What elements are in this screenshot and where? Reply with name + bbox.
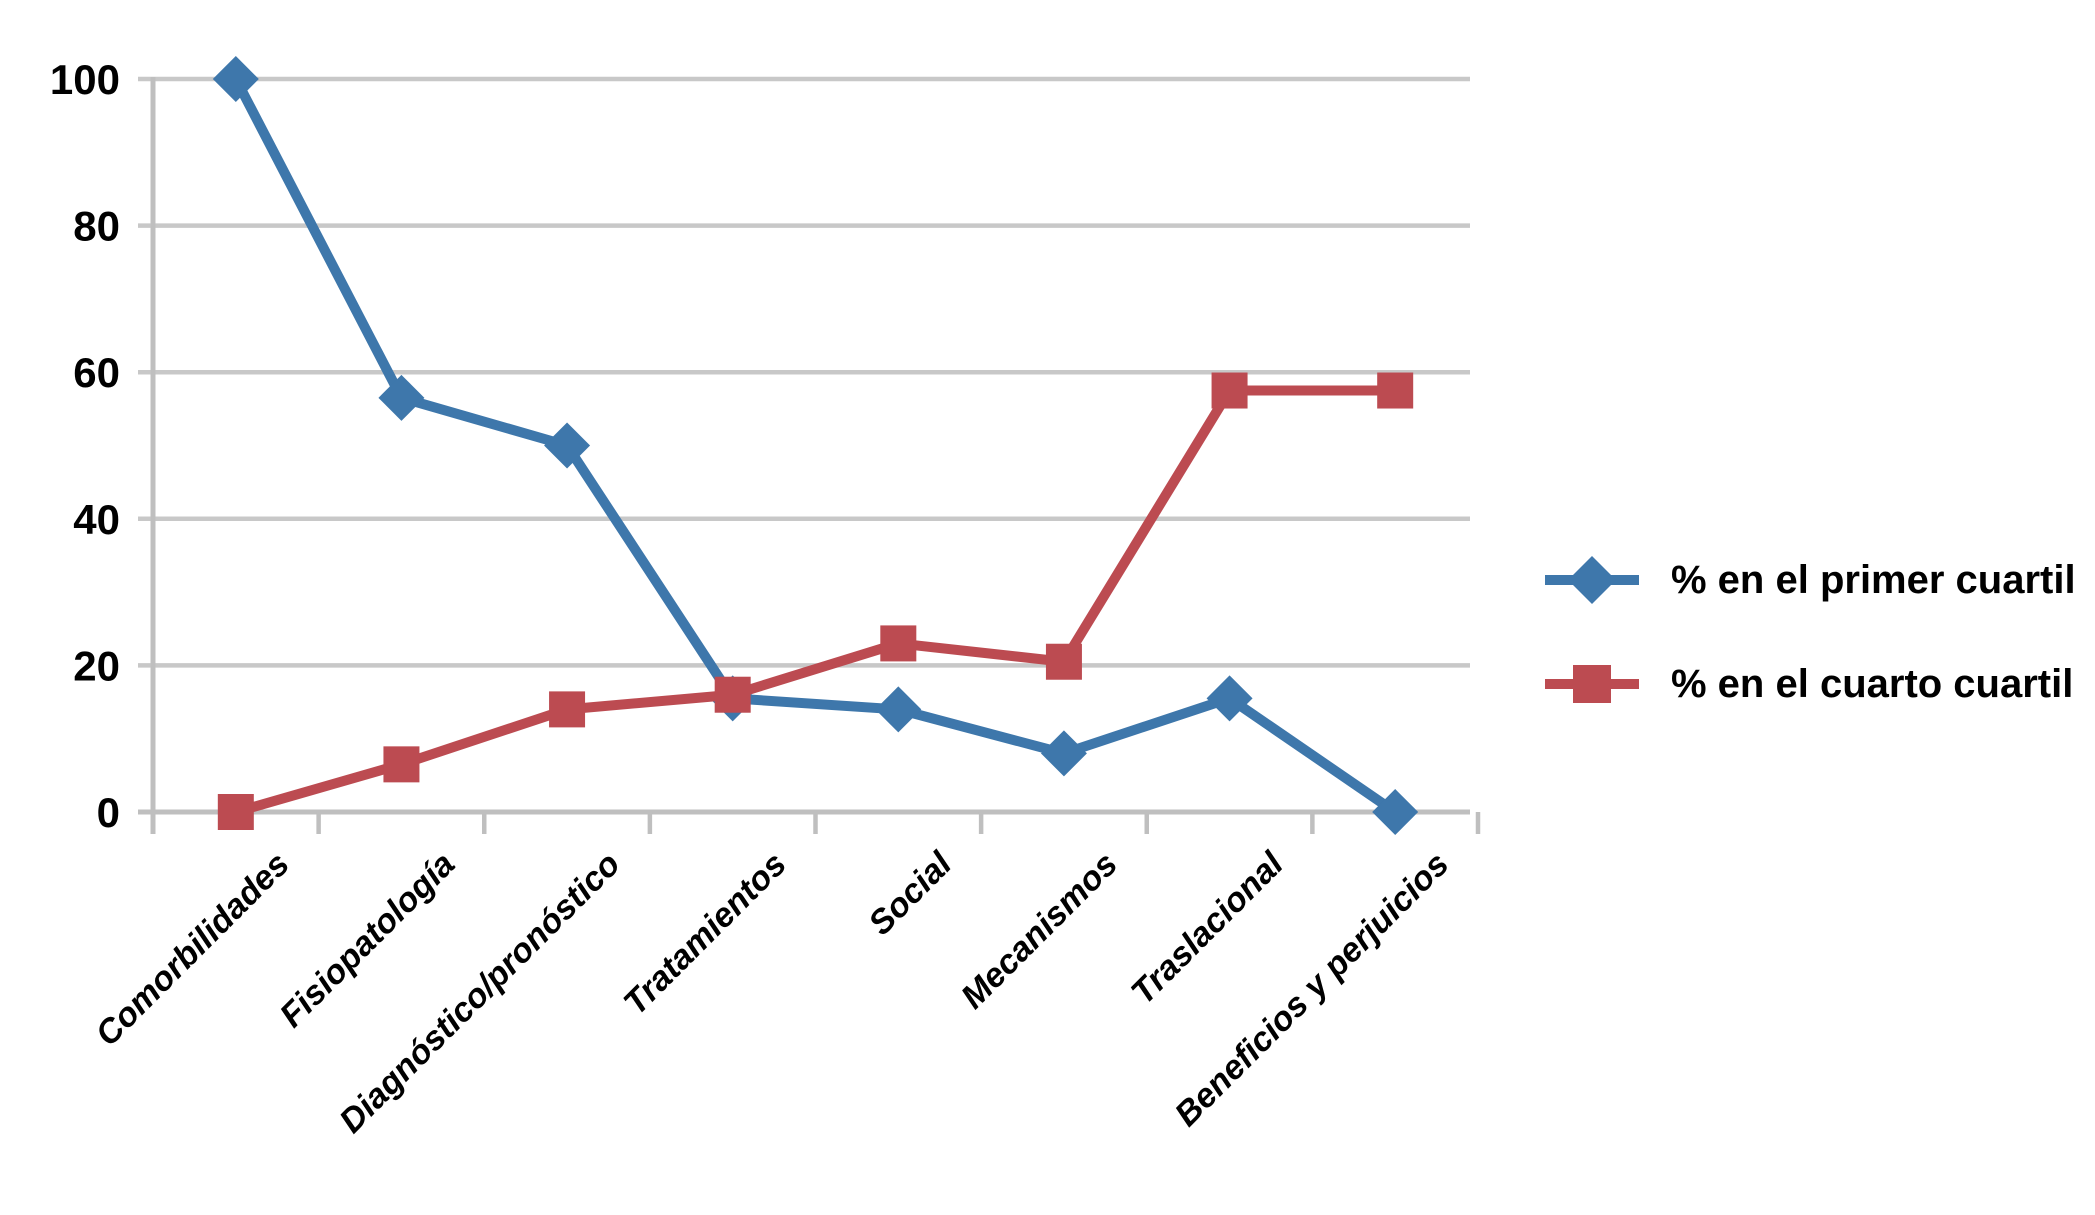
marker-primer-cuartil-5 [1040, 730, 1087, 777]
marker-primer-cuartil-4 [875, 686, 922, 733]
marker-cuarto-cuartil-1 [383, 746, 420, 783]
legend-diamond-marker-icon [1545, 556, 1639, 604]
marker-primer-cuartil-6 [1206, 675, 1253, 722]
marker-cuarto-cuartil-4 [880, 625, 917, 662]
legend-label-primer-cuartil: % en el primer cuartil [1671, 557, 2076, 602]
legend-item-cuarto-cuartil: % en el cuarto cuartil [1545, 652, 2076, 716]
y-tick-label-40: 40 [73, 496, 120, 543]
legend: % en el primer cuartil % en el cuarto cu… [1545, 548, 2076, 716]
marker-cuarto-cuartil-0 [217, 794, 254, 830]
y-tick-label-0: 0 [97, 789, 120, 836]
marker-primer-cuartil-1 [378, 374, 425, 421]
y-tick-label-100: 100 [50, 56, 120, 103]
marker-cuarto-cuartil-7 [1377, 372, 1414, 409]
marker-cuarto-cuartil-2 [549, 691, 586, 728]
series-line-cuarto-cuartil [230, 385, 1401, 817]
y-tick-label-60: 60 [73, 349, 120, 396]
marker-cuarto-cuartil-3 [714, 676, 751, 713]
legend-square-marker-icon [1545, 665, 1639, 703]
y-tick-label-80: 80 [73, 203, 120, 250]
legend-item-primer-cuartil: % en el primer cuartil [1545, 548, 2076, 612]
series-line-primer-cuartil [230, 74, 1401, 817]
legend-label-cuarto-cuartil: % en el cuarto cuartil [1671, 661, 2074, 706]
y-tick-label-20: 20 [73, 642, 120, 689]
marker-cuarto-cuartil-5 [1045, 643, 1082, 680]
marker-primer-cuartil-0 [212, 56, 259, 102]
marker-cuarto-cuartil-6 [1211, 372, 1248, 409]
marker-primer-cuartil-7 [1372, 789, 1419, 835]
marker-primer-cuartil-2 [544, 422, 591, 469]
